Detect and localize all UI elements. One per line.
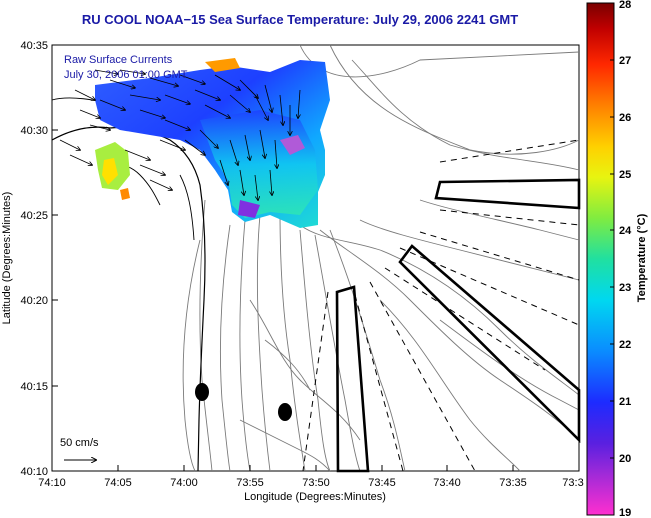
x-tick: 74:00: [170, 477, 198, 489]
map-title: RU COOL NOAA−15 Sea Surface Temperature:…: [81, 12, 519, 27]
marker-west: [195, 383, 209, 401]
disposal-areas: [335, 178, 581, 473]
colorbar-label: Temperature (°C): [636, 213, 648, 302]
currents-label-line2: July 30, 2006 01:00 GMT: [64, 69, 188, 81]
y-tick: 40:20: [20, 295, 48, 307]
colorbar-tick: 27: [619, 55, 631, 67]
scale-label: 50 cm/s: [60, 437, 99, 449]
dredge-channel-lines: [302, 139, 580, 472]
x-tick: 73:50: [302, 477, 330, 489]
colorbar-tick: 22: [619, 339, 631, 351]
colorbar-tick-labels: 28 27 26 25 24 23 22 21 20 19: [619, 0, 632, 518]
colorbar-tick: 26: [619, 112, 631, 124]
colorbar-tick: 24: [619, 225, 632, 237]
x-tick: 73:3: [562, 477, 583, 489]
colorbar-tick: 21: [619, 396, 631, 408]
y-tick: 40:25: [20, 210, 48, 222]
colorbar-tick: 23: [619, 282, 631, 294]
y-tick: 40:30: [20, 125, 48, 137]
colorbar-tick: 19: [619, 507, 631, 518]
y-tick-marks: [52, 44, 58, 472]
barrier-spit: [179, 174, 195, 241]
colorbar-tick: 20: [619, 453, 631, 465]
y-tick: 40:10: [20, 466, 48, 478]
colorbar: [586, 2, 615, 516]
y-tick: 40:15: [20, 381, 48, 393]
x-tick: 73:40: [433, 477, 461, 489]
y-tick: 40:35: [20, 40, 48, 52]
colorbar-ticks: [610, 2, 614, 516]
x-tick-labels: 74:10 74:05 74:00 73:55 73:50 73:45 73:4…: [38, 477, 583, 489]
x-tick: 74:10: [38, 477, 66, 489]
x-tick: 74:05: [104, 477, 132, 489]
marker-east: [278, 403, 292, 421]
y-tick-labels: 40:35 40:30 40:25 40:20 40:15 40:10: [20, 40, 48, 478]
surface-current-vectors: [59, 69, 300, 200]
x-tick: 73:55: [236, 477, 264, 489]
x-tick: 73:45: [368, 477, 396, 489]
y-axis-label: Latitude (Degrees:Minutes): [1, 192, 13, 325]
x-tick: 73:35: [499, 477, 527, 489]
colorbar-tick: 28: [619, 0, 631, 11]
x-axis-label: Longitude (Degrees:Minutes): [244, 491, 386, 503]
currents-label-line1: Raw Surface Currents: [64, 54, 173, 66]
colorbar-tick: 25: [619, 169, 631, 181]
x-tick-marks: [51, 465, 580, 471]
